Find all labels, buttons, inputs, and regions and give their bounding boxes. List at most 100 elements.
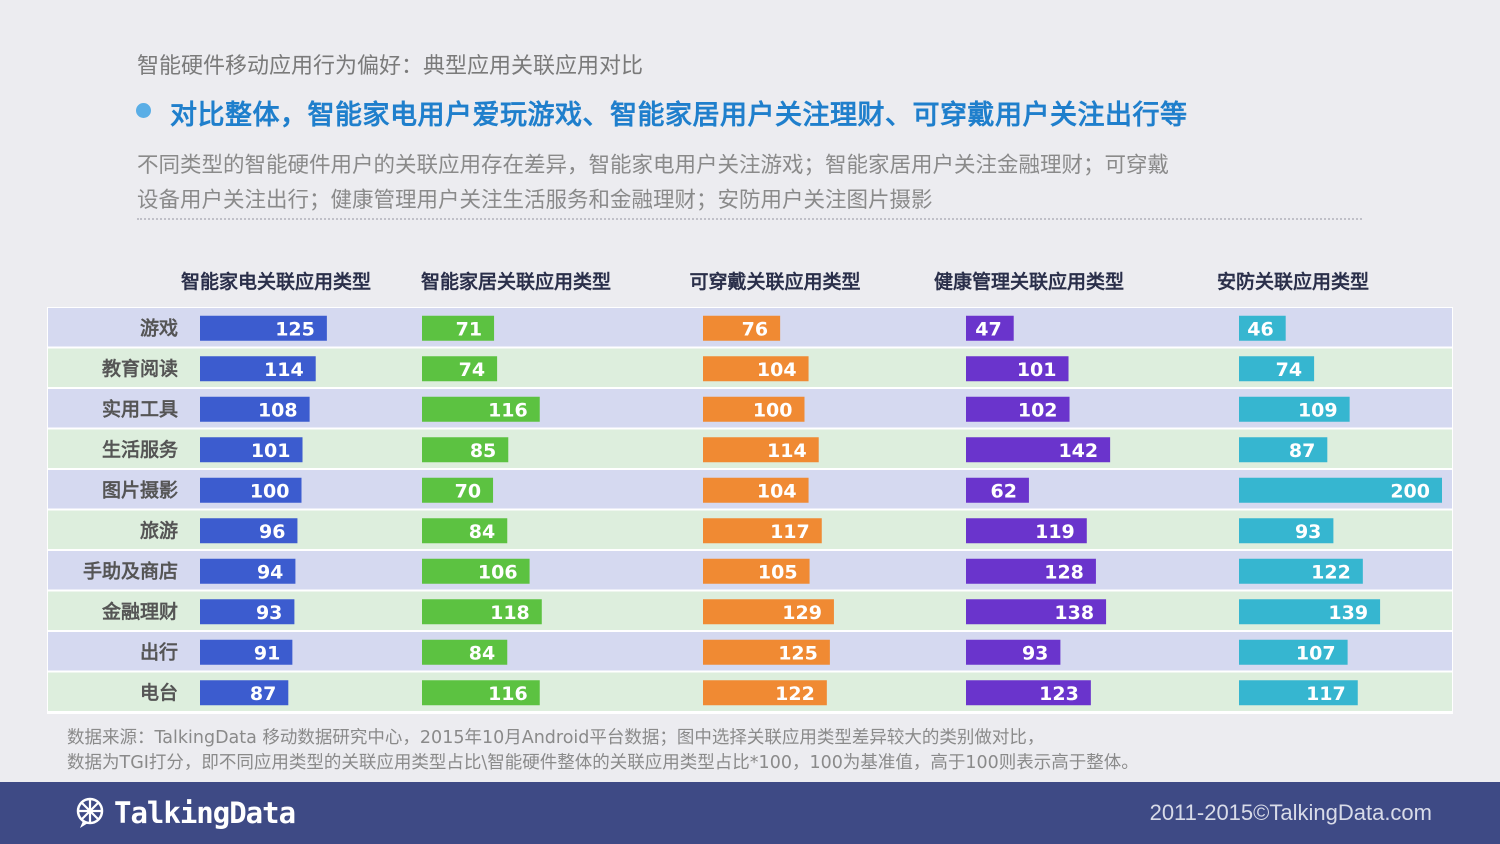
logo-text: TalkingData <box>114 796 296 830</box>
data-label: 125 <box>275 318 315 340</box>
category-label: 电台 <box>140 681 178 704</box>
bar <box>422 356 498 382</box>
data-label: 139 <box>1328 602 1368 624</box>
data-label: 101 <box>251 440 291 462</box>
bar <box>1239 477 1442 503</box>
data-label: 117 <box>1306 683 1346 705</box>
column-header: 可穿戴关联应用类型 <box>689 270 860 293</box>
dotted-divider <box>137 218 1362 220</box>
bar <box>966 356 1069 382</box>
column-header: 智能家居关联应用类型 <box>421 270 611 293</box>
bar <box>1239 315 1286 341</box>
talkingdata-logo[interactable]: TalkingData <box>74 796 296 830</box>
bar <box>703 639 830 665</box>
data-label: 87 <box>1289 440 1315 462</box>
data-label: 46 <box>1247 318 1273 340</box>
data-label: 122 <box>1311 561 1351 583</box>
data-label: 128 <box>1044 561 1084 583</box>
source-note: 数据来源：TalkingData 移动数据研究中心，2015年10月Androi… <box>67 726 1397 776</box>
column-header: 安防关联应用类型 <box>1217 270 1369 293</box>
data-label: 122 <box>775 683 815 705</box>
bar <box>1239 558 1363 584</box>
data-label: 100 <box>250 480 290 502</box>
data-label: 106 <box>478 561 518 583</box>
copyright-text: 2011-2015©TalkingData.com <box>1149 800 1432 825</box>
bar <box>200 558 296 584</box>
bar <box>703 437 819 463</box>
data-label: 100 <box>753 399 793 421</box>
data-label: 70 <box>455 480 481 502</box>
bar <box>966 477 1029 503</box>
data-label: 125 <box>778 642 818 664</box>
bar <box>703 356 809 382</box>
bar <box>422 477 494 503</box>
data-label: 116 <box>488 399 528 421</box>
data-label: 93 <box>1022 642 1048 664</box>
bar <box>422 437 509 463</box>
data-label: 93 <box>1295 521 1321 543</box>
data-label: 118 <box>490 602 530 624</box>
bar <box>966 639 1061 665</box>
bar <box>703 599 834 625</box>
data-label: 105 <box>758 561 798 583</box>
tgi-bar-chart: 智能家电关联应用类型 智能家居关联应用类型 可穿戴关联应用类型 健康管理关联应用类型 安… <box>47 270 1453 714</box>
data-label: 116 <box>488 683 528 705</box>
data-label: 200 <box>1390 480 1430 502</box>
data-label: 47 <box>975 318 1001 340</box>
bar <box>200 518 298 544</box>
data-label: 117 <box>770 521 810 543</box>
bar <box>966 599 1107 625</box>
bar <box>200 356 316 382</box>
bar <box>703 315 781 341</box>
bar <box>422 558 530 584</box>
data-label: 96 <box>259 521 285 543</box>
bar <box>1239 680 1358 706</box>
bar <box>1239 639 1348 665</box>
bar <box>703 680 827 706</box>
category-label: 教育阅读 <box>102 357 178 380</box>
data-label: 108 <box>258 399 298 421</box>
bar <box>422 680 540 706</box>
talkingdata-logo-icon <box>76 797 104 828</box>
headline: 对比整体，智能家电用户爱玩游戏、智能家居用户关注理财、可穿戴用户关注出行等 <box>170 100 1188 131</box>
bar <box>422 639 508 665</box>
bar <box>1239 356 1315 382</box>
bar <box>422 396 540 422</box>
category-label: 金融理财 <box>101 600 178 623</box>
category-label: 实用工具 <box>102 397 178 420</box>
bar <box>966 518 1087 544</box>
bar <box>1239 396 1350 422</box>
bar <box>966 437 1111 463</box>
description: 不同类型的智能硬件用户的关联应用存在差异，智能家电用户关注游戏；智能家居用户关注… <box>137 148 1367 218</box>
data-label: 142 <box>1058 440 1098 462</box>
bar <box>1239 518 1334 544</box>
data-label: 104 <box>757 359 797 381</box>
data-label: 71 <box>456 318 482 340</box>
source-line-2: 数据为TGI打分，即不同应用类型的关联应用类型占比\智能硬件整体的关联应用类型占… <box>67 753 1139 773</box>
bar <box>200 680 289 706</box>
data-label: 85 <box>470 440 496 462</box>
bar <box>966 315 1014 341</box>
category-label: 手助及商店 <box>83 559 178 582</box>
bar <box>422 315 495 341</box>
bar <box>200 599 295 625</box>
data-label: 129 <box>782 602 822 624</box>
bar <box>200 315 327 341</box>
data-label: 109 <box>1298 399 1338 421</box>
bar <box>703 558 810 584</box>
category-label: 生活服务 <box>102 438 179 461</box>
data-label: 114 <box>767 440 807 462</box>
bar <box>200 437 303 463</box>
data-label: 87 <box>250 683 276 705</box>
description-line-2: 设备用户关注出行；健康管理用户关注生活服务和金融理财；安防用户关注图片摄影 <box>137 188 933 213</box>
description-line-1: 不同类型的智能硬件用户的关联应用存在差异，智能家电用户关注游戏；智能家居用户关注… <box>137 153 1170 178</box>
category-label: 出行 <box>140 640 178 663</box>
category-label: 游戏 <box>140 316 178 339</box>
bar <box>966 680 1091 706</box>
column-header: 智能家电关联应用类型 <box>181 270 371 293</box>
column-header: 健康管理关联应用类型 <box>934 270 1124 293</box>
bullet-dot <box>136 103 151 118</box>
bar <box>200 477 302 503</box>
data-label: 74 <box>459 359 485 381</box>
data-label: 107 <box>1296 642 1336 664</box>
